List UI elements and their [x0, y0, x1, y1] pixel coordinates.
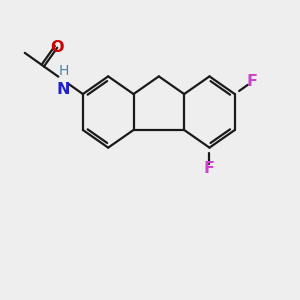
- Text: O: O: [50, 40, 64, 55]
- Text: F: F: [247, 74, 258, 89]
- Text: N: N: [57, 82, 70, 98]
- Text: H: H: [58, 64, 69, 78]
- Text: F: F: [204, 161, 215, 176]
